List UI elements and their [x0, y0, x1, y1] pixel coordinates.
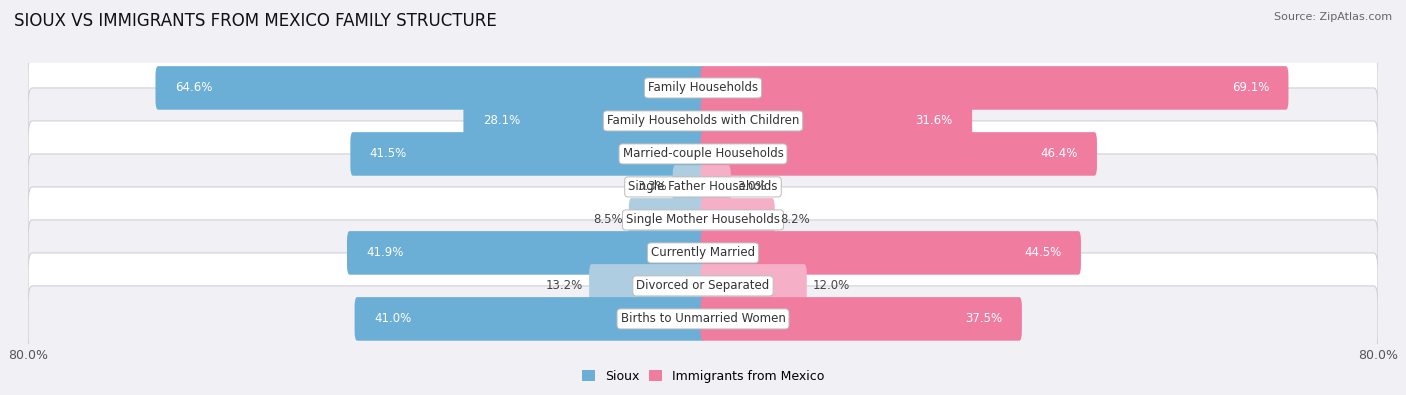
Text: 3.3%: 3.3% — [637, 181, 666, 194]
Text: Single Mother Households: Single Mother Households — [626, 213, 780, 226]
FancyBboxPatch shape — [700, 297, 1022, 340]
FancyBboxPatch shape — [700, 264, 807, 308]
FancyBboxPatch shape — [28, 187, 1378, 253]
Text: 44.5%: 44.5% — [1025, 246, 1062, 260]
FancyBboxPatch shape — [28, 220, 1378, 286]
Legend: Sioux, Immigrants from Mexico: Sioux, Immigrants from Mexico — [576, 365, 830, 388]
Text: 3.0%: 3.0% — [737, 181, 766, 194]
FancyBboxPatch shape — [354, 297, 706, 340]
Text: 41.5%: 41.5% — [370, 147, 406, 160]
Text: 41.0%: 41.0% — [374, 312, 411, 325]
FancyBboxPatch shape — [28, 154, 1378, 220]
FancyBboxPatch shape — [700, 198, 775, 242]
Text: 64.6%: 64.6% — [174, 81, 212, 94]
FancyBboxPatch shape — [464, 99, 706, 143]
FancyBboxPatch shape — [700, 231, 1081, 275]
FancyBboxPatch shape — [700, 66, 1288, 110]
Text: Births to Unmarried Women: Births to Unmarried Women — [620, 312, 786, 325]
Text: Married-couple Households: Married-couple Households — [623, 147, 783, 160]
FancyBboxPatch shape — [628, 198, 706, 242]
Text: 41.9%: 41.9% — [367, 246, 404, 260]
Text: Family Households: Family Households — [648, 81, 758, 94]
Text: 37.5%: 37.5% — [966, 312, 1002, 325]
Text: Family Households with Children: Family Households with Children — [607, 115, 799, 128]
FancyBboxPatch shape — [672, 165, 706, 209]
FancyBboxPatch shape — [347, 231, 706, 275]
Text: Currently Married: Currently Married — [651, 246, 755, 260]
FancyBboxPatch shape — [156, 66, 706, 110]
Text: 69.1%: 69.1% — [1232, 81, 1270, 94]
FancyBboxPatch shape — [28, 286, 1378, 352]
FancyBboxPatch shape — [589, 264, 706, 308]
Text: Divorced or Separated: Divorced or Separated — [637, 279, 769, 292]
FancyBboxPatch shape — [700, 99, 972, 143]
FancyBboxPatch shape — [700, 132, 1097, 176]
Text: Single Father Households: Single Father Households — [628, 181, 778, 194]
FancyBboxPatch shape — [28, 121, 1378, 187]
FancyBboxPatch shape — [28, 253, 1378, 319]
FancyBboxPatch shape — [28, 55, 1378, 121]
FancyBboxPatch shape — [28, 88, 1378, 154]
Text: 28.1%: 28.1% — [482, 115, 520, 128]
FancyBboxPatch shape — [700, 165, 731, 209]
FancyBboxPatch shape — [350, 132, 706, 176]
Text: SIOUX VS IMMIGRANTS FROM MEXICO FAMILY STRUCTURE: SIOUX VS IMMIGRANTS FROM MEXICO FAMILY S… — [14, 12, 496, 30]
Text: 13.2%: 13.2% — [546, 279, 583, 292]
Text: Source: ZipAtlas.com: Source: ZipAtlas.com — [1274, 12, 1392, 22]
Text: 31.6%: 31.6% — [915, 115, 953, 128]
Text: 8.5%: 8.5% — [593, 213, 623, 226]
Text: 46.4%: 46.4% — [1040, 147, 1077, 160]
Text: 12.0%: 12.0% — [813, 279, 849, 292]
Text: 8.2%: 8.2% — [780, 213, 810, 226]
